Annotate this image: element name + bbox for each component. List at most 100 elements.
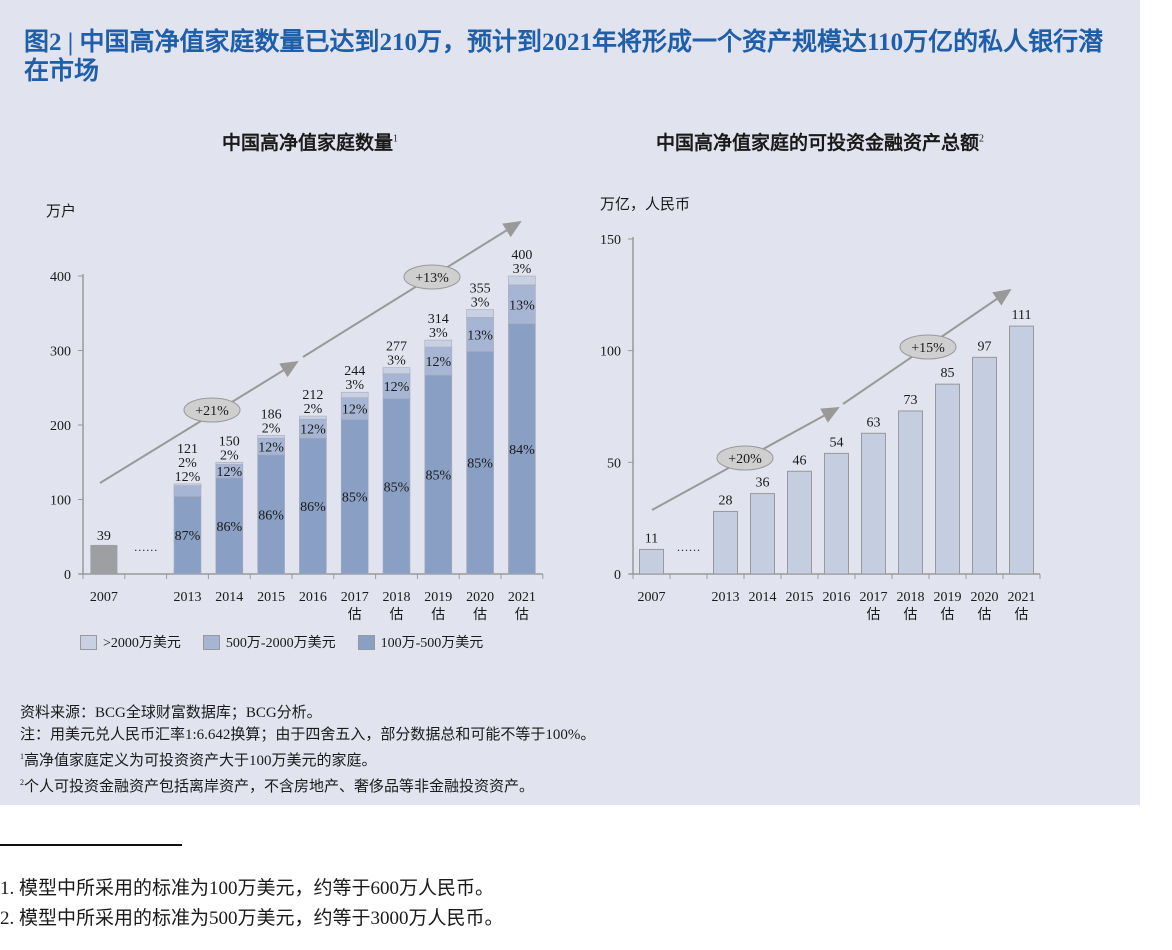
bar-segment-bottom (340, 419, 369, 575)
bar-2019 (935, 383, 960, 575)
segment-pct-label: 12% (216, 465, 242, 480)
bar-value-label: 85 (941, 366, 955, 381)
segment-pct-label: 3% (387, 354, 406, 369)
bar-segment-bottom (215, 477, 244, 575)
x-tick-label: 2016 (823, 590, 851, 605)
estimate-label: 估 (390, 607, 404, 623)
bar-segment-top (466, 309, 494, 318)
bar-2014 (750, 493, 775, 575)
footnote-2-line: 2个人可投资金融资产包括离岸资产，不含房地产、奢侈品等非金融投资资产。 (20, 772, 595, 798)
segment-pct-label: 12% (258, 441, 284, 456)
segment-pct-label: 3% (429, 326, 448, 341)
estimate-label: 估 (473, 607, 487, 623)
estimate-label: 估 (867, 607, 881, 623)
legend-item-bottom: 100万-500万美元 (357, 632, 483, 652)
legend-swatch (202, 634, 220, 650)
bar-value-label: 46 (793, 453, 807, 468)
y-tick-label: 100 (50, 494, 71, 509)
legend-swatch (80, 634, 97, 650)
bar-value-label: 28 (719, 493, 733, 508)
right-y-unit: 万亿，人民币 (600, 197, 691, 213)
y-tick-label: 200 (50, 419, 71, 434)
gap-marker: …… (677, 540, 701, 554)
footnote-1-line: 1高净值家庭定义为可投资资产大于100万美元的家庭。 (20, 746, 595, 772)
bar-segment-bottom (382, 398, 411, 575)
bar-total-label: 355 (470, 282, 491, 297)
note-line: 注：用美元兑人民币汇率1:6.642换算；由于四舍五入，部分数据总和可能不等于1… (20, 727, 596, 743)
fn2-mark: 2 (20, 778, 24, 787)
x-tick-label: 2018 (383, 590, 411, 605)
bar-segment-top (173, 483, 202, 486)
x-tick-label: 2015 (257, 590, 285, 605)
left-chart-title-sup: 1 (393, 133, 398, 145)
cagr-2021-label: +15% (911, 341, 945, 356)
cagr-2021-bubble (403, 264, 461, 290)
legend-label: >2000万美元 (103, 636, 181, 651)
x-tick-label: 2014 (215, 590, 243, 605)
segment-pct-label: 84% (509, 443, 535, 458)
estimate-label: 估 (431, 607, 445, 623)
segment-pct-label: 3% (471, 296, 490, 311)
bar-segment-bottom (466, 351, 494, 575)
bar-2016 (824, 452, 849, 575)
y-tick-label: 0 (614, 568, 621, 583)
y-tick-label: 300 (50, 345, 71, 360)
bar-total-label: 150 (219, 434, 240, 449)
figure-panel: 图2 | 中国高净值家庭数量已达到210万，预计到2021年将形成一个资产规模达… (0, 0, 1140, 805)
bar-segment-top (340, 391, 369, 398)
bar-total-label: 277 (386, 340, 407, 355)
segment-pct-label: 87% (175, 529, 201, 544)
segment-pct-label: 85% (467, 457, 493, 472)
segment-pct-label: 85% (342, 491, 368, 506)
cagr-2013-bubble (716, 445, 774, 471)
legend-label: 500万-2000万美元 (225, 636, 336, 651)
bar-segment-top (257, 435, 285, 439)
bar-total-label: 314 (428, 312, 449, 327)
bar-segment-top (382, 367, 411, 375)
cagr-2013-label: +20% (728, 452, 762, 467)
source-line: 资料来源：BCG全球财富数据库；BCG分析。 (20, 705, 322, 721)
segment-pct-label: 13% (467, 328, 493, 343)
bar-2015 (787, 470, 812, 575)
segment-pct-label: 86% (216, 520, 242, 535)
segment-pct-label: 12% (342, 403, 368, 418)
x-tick-label: 2017 (860, 590, 888, 605)
bar-total-label: 186 (261, 407, 282, 422)
segment-pct-label: 2% (178, 456, 197, 471)
x-tick-label: 2013 (712, 590, 740, 605)
segment-pct-label: 2% (262, 421, 281, 436)
figure-title: 图2 | 中国高净值家庭数量已达到210万，预计到2021年将形成一个资产规模达… (24, 29, 1104, 85)
y-tick-label: 100 (600, 345, 621, 360)
x-tick-label: 2019 (424, 590, 452, 605)
left-chart-title: 中国高净值家庭数量1 (150, 128, 470, 155)
bar-segment-bottom (424, 374, 453, 575)
bar-value-label: 73 (904, 393, 918, 408)
source-notes: 资料来源：BCG全球财富数据库；BCG分析。 注：用美元兑人民币汇率1:6.64… (20, 702, 595, 798)
x-tick-label: 2021 (508, 590, 536, 605)
segment-pct-label: 3% (345, 378, 364, 393)
segment-pct-label: 86% (300, 500, 326, 515)
x-tick-label: 2021 (1008, 590, 1036, 605)
page-footnotes: 1. 模型中所采用的标准为100万美元，约等于600万人民币。 2. 模型中所采… (0, 874, 504, 934)
bar-segment-mid (382, 373, 411, 399)
charts-svg: +21% +13% 0 100 200 300 400 …… 2007 2013 2014 2015 2… (50, 220, 1041, 623)
bar-2013 (713, 510, 738, 575)
cagr-2021-label: +13% (415, 271, 449, 286)
bar-total-label: 212 (302, 388, 323, 403)
left-y-unit: 万户 (46, 204, 77, 220)
bar-value-label: 111 (1012, 308, 1032, 323)
cagr-arrow-1 (99, 360, 299, 484)
x-tick-label: 2020 (971, 590, 999, 605)
bar-value-label: 97 (978, 339, 992, 354)
estimate-label: 估 (941, 607, 955, 623)
fn1-text: 高净值家庭定义为可投资资产大于100万美元的家庭。 (24, 753, 377, 769)
bar-segment-bottom (173, 496, 202, 575)
estimate-label: 估 (1015, 607, 1029, 623)
estimate-label: 估 (515, 607, 529, 623)
segment-pct-label: 85% (425, 469, 451, 484)
estimate-label: 估 (348, 607, 362, 623)
fn1-mark: 1 (20, 752, 24, 761)
bar-2017 (861, 432, 886, 575)
bar-total-label: 400 (511, 248, 532, 263)
bar-2021 (1009, 325, 1034, 575)
